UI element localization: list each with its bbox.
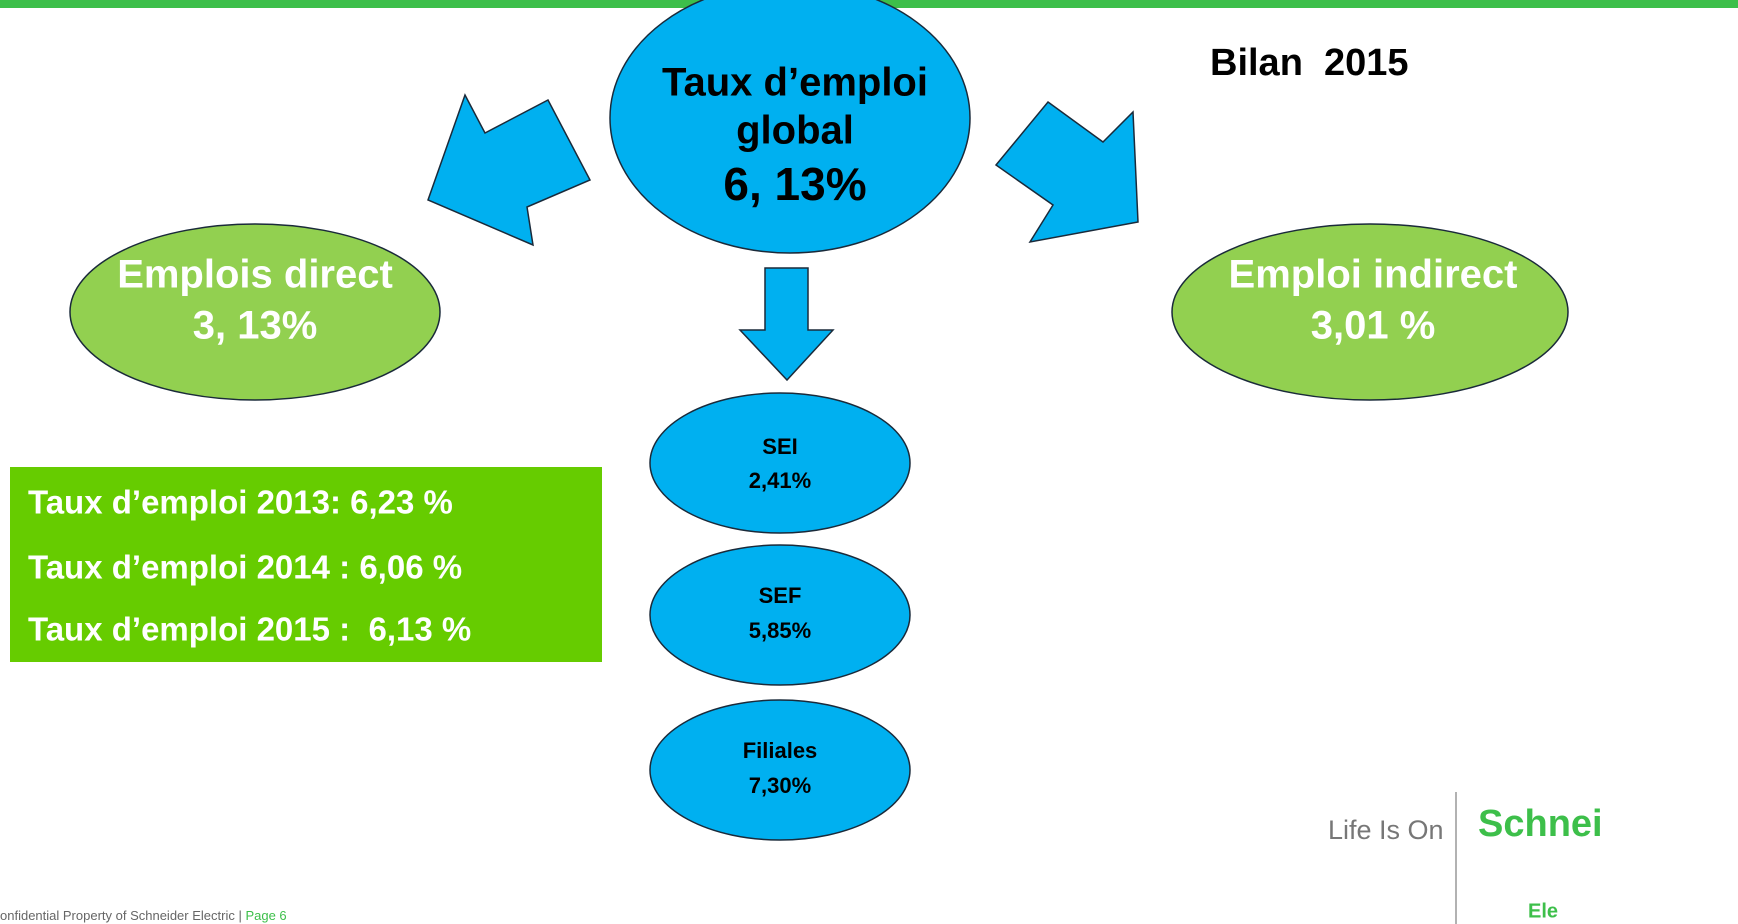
footer-text: onfidential Property of Schneider Electr… — [0, 908, 287, 923]
logo-brand: Schnei — [1478, 803, 1603, 845]
history-line: Taux d’emploi 2014 : 6,06 % — [28, 549, 462, 586]
node-value: 6, 13% — [723, 158, 866, 210]
node-indirect — [1171, 223, 1569, 401]
logo-brand-sub: Ele — [1528, 900, 1558, 922]
footer-page: Page 6 — [245, 908, 286, 923]
logo-tagline: Life Is On — [1328, 815, 1444, 845]
history-line: Taux d’emploi 2013: 6,23 % — [28, 484, 453, 521]
node-global — [609, 0, 971, 254]
node-sei — [649, 392, 911, 534]
node-value: 7,30% — [749, 773, 811, 798]
history-box — [10, 467, 602, 662]
node-filiales — [649, 699, 911, 841]
node-label: Taux d’emploi — [662, 61, 928, 105]
node-direct — [69, 223, 441, 401]
node-value: 5,85% — [749, 618, 811, 643]
node-label: SEF — [759, 583, 802, 608]
arrow-left — [427, 93, 592, 247]
node-sef — [649, 544, 911, 686]
history-line: Taux d’emploi 2015 : 6,13 % — [28, 611, 471, 648]
node-label: global — [736, 109, 854, 153]
footer-confidential: onfidential Property of Schneider Electr… — [0, 908, 245, 923]
arrow-right — [994, 100, 1139, 244]
node-label: Filiales — [743, 738, 818, 763]
node-label: Emploi indirect — [1229, 253, 1518, 297]
node-label: SEI — [762, 434, 797, 459]
arrow-down — [738, 267, 835, 382]
node-value: 2,41% — [749, 468, 811, 493]
node-value: 3, 13% — [193, 304, 318, 348]
title: Bilan 2015 — [1210, 42, 1409, 84]
node-value: 3,01 % — [1311, 304, 1436, 348]
node-label: Emplois direct — [117, 253, 393, 297]
